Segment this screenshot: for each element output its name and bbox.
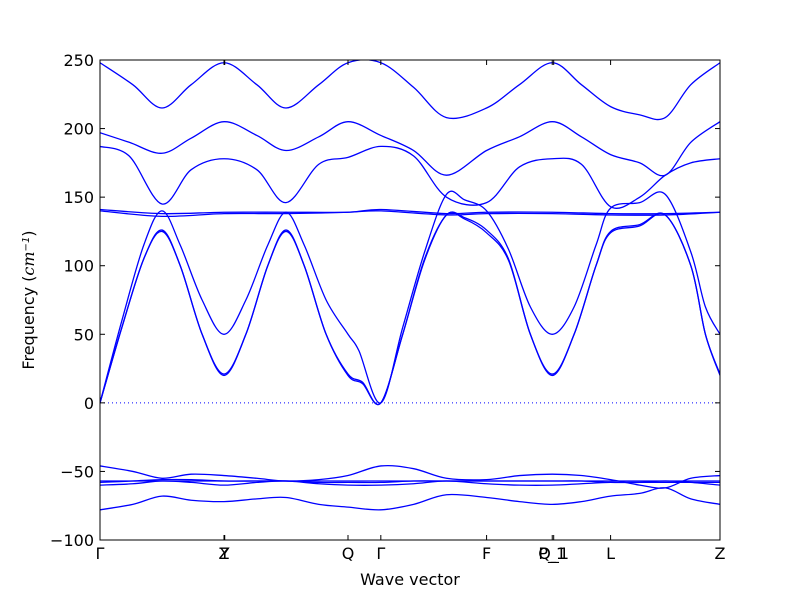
- y-tick-label: 50: [74, 325, 94, 344]
- x-tick-label: F: [482, 544, 491, 563]
- band-line-3: [100, 145, 720, 209]
- y-tick-label: −50: [60, 462, 94, 481]
- y-ticks: −100 −50 0 50 100 150 200 250: [50, 51, 720, 550]
- x-tick-label: Q_1: [538, 544, 569, 564]
- x-tick-label: Z: [219, 544, 230, 563]
- x-tick-label: Z: [715, 544, 726, 563]
- plot-frame: [99, 59, 721, 541]
- x-tick-label: Γ: [96, 544, 105, 563]
- y-tick-label: 100: [63, 257, 94, 276]
- band-line-4: [100, 208, 720, 215]
- band-line-12: [100, 480, 720, 486]
- band-line-8: [100, 211, 720, 406]
- y-axis-label: Frequency (cm−1): [19, 230, 38, 369]
- band-line-1: [100, 60, 720, 121]
- x-tick-label: Y: [219, 544, 230, 563]
- x-tick-label: P_1: [538, 544, 566, 564]
- band-line-2: [100, 121, 720, 177]
- y-tick-label: 200: [63, 120, 94, 139]
- x-tick-label: L: [606, 544, 615, 563]
- band-line-6: [100, 190, 720, 404]
- y-tick-label: −100: [50, 531, 94, 550]
- y-tick-label: 250: [63, 51, 94, 70]
- x-tick-label: Q: [342, 544, 355, 563]
- y-tick-label: 150: [63, 188, 94, 207]
- band-line-13: [100, 487, 720, 511]
- x-axis-label: Wave vector: [360, 570, 460, 589]
- band-lines: [100, 60, 720, 511]
- x-ticks: Γ ZY Q Γ F P_1Q_1 L Z: [96, 60, 726, 564]
- x-tick-label: Γ: [376, 544, 385, 563]
- band-line-9: [100, 464, 720, 489]
- band-line-5: [100, 210, 720, 218]
- y-tick-label: 0: [84, 394, 94, 413]
